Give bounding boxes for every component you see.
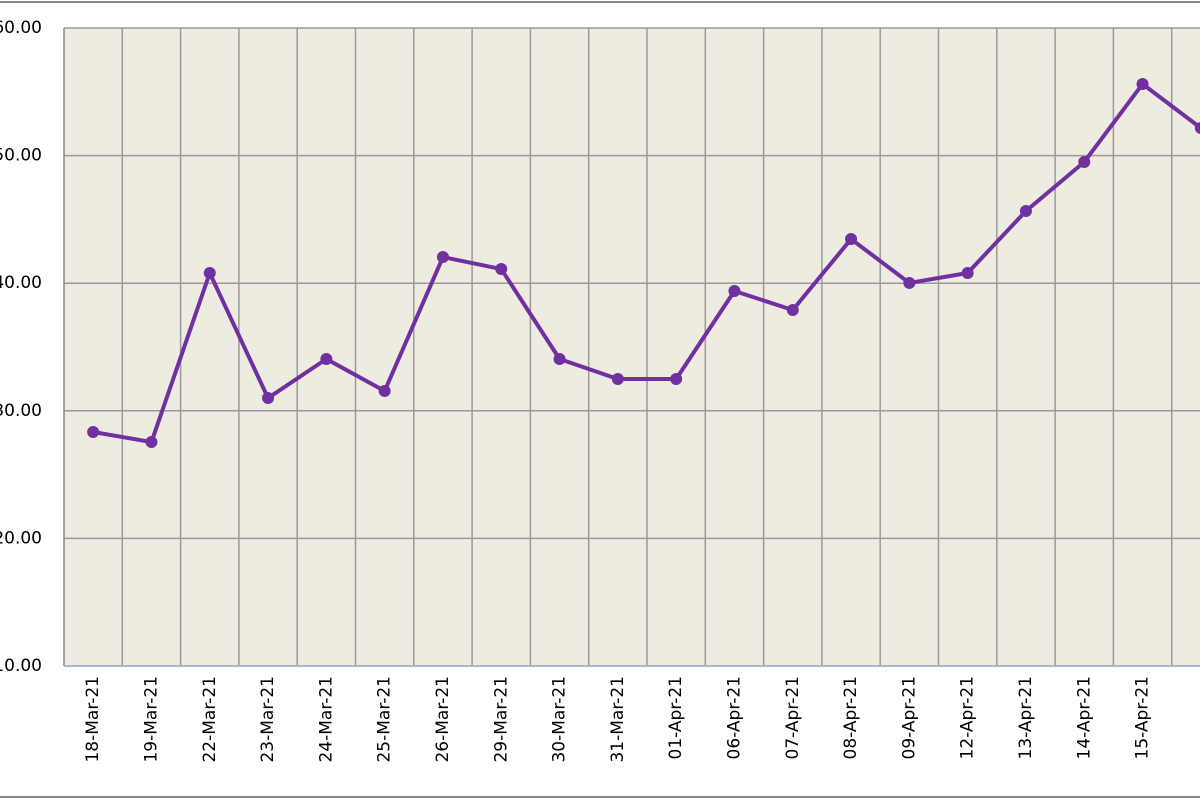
x-tick-label: 01-Apr-21 <box>666 676 686 759</box>
data-point <box>670 373 683 386</box>
y-tick-label: 30.00 <box>0 401 42 421</box>
x-tick-label: 08-Apr-21 <box>841 676 861 759</box>
x-tick-label: 18-Mar-21 <box>83 676 103 763</box>
data-point <box>553 352 566 365</box>
x-tick-label: 12-Apr-21 <box>958 676 978 759</box>
x-tick-label: 24-Mar-21 <box>316 676 336 763</box>
x-tick-label: 07-Apr-21 <box>783 676 803 759</box>
line-series <box>92 82 1200 445</box>
plot-area <box>64 28 1200 666</box>
data-point <box>262 392 275 405</box>
x-tick-label: 22-Mar-21 <box>200 676 220 763</box>
data-point <box>611 373 624 386</box>
data-point <box>145 436 158 449</box>
y-tick-label: 20.00 <box>0 528 42 548</box>
y-tick-label: 60.00 <box>0 18 42 38</box>
data-point <box>320 352 333 365</box>
data-point <box>495 263 508 276</box>
x-tick-label: 19-Mar-21 <box>141 676 161 763</box>
data-point <box>786 303 799 316</box>
x-tick-label: 09-Apr-21 <box>899 676 919 759</box>
data-point <box>903 276 916 289</box>
y-tick-label: 50.00 <box>0 146 42 166</box>
data-point <box>1194 122 1200 134</box>
x-tick-label: 30-Mar-21 <box>550 676 570 763</box>
data-point <box>961 266 974 279</box>
data-point <box>845 233 858 246</box>
y-tick-label: 10.00 <box>0 656 42 676</box>
y-tick-label: 40.00 <box>0 273 42 293</box>
data-point <box>87 425 100 438</box>
x-tick-label: 23-Mar-21 <box>258 676 278 763</box>
x-tick-label: 29-Mar-21 <box>491 676 511 763</box>
data-point <box>378 385 391 398</box>
x-tick-label: 31-Mar-21 <box>608 676 628 763</box>
x-tick-label: 15-Apr-21 <box>1133 676 1153 759</box>
data-point <box>203 266 216 279</box>
x-tick-label: 14-Apr-21 <box>1074 676 1094 759</box>
data-point <box>1136 78 1149 91</box>
data-point <box>1019 204 1032 217</box>
data-point <box>436 251 449 264</box>
x-tick-label: 13-Apr-21 <box>1016 676 1036 759</box>
data-point <box>728 284 741 297</box>
x-tick-label: 06-Apr-21 <box>724 676 744 759</box>
data-point <box>1078 155 1091 168</box>
x-tick-label: 25-Mar-21 <box>375 676 395 763</box>
x-tick-label: 26-Mar-21 <box>433 676 453 763</box>
